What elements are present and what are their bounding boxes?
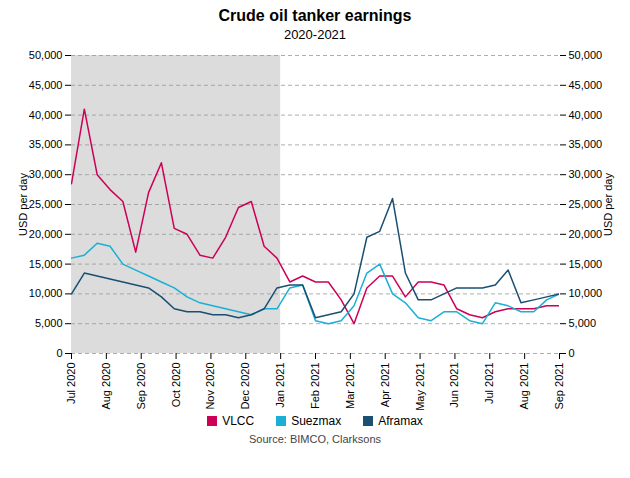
html-text:Suezmax: Suezmax [291, 414, 342, 428]
svg-text:45,000: 45,000 [29, 79, 63, 91]
svg-text:25,000: 25,000 [29, 198, 63, 210]
svg-text:Apr 2021: Apr 2021 [379, 363, 391, 408]
svg-text:30,000: 30,000 [569, 168, 603, 180]
svg-text:15,000: 15,000 [569, 258, 603, 270]
html-text:VLCC: VLCC [222, 414, 255, 428]
svg-text:USD per day: USD per day [17, 173, 29, 236]
svg-text:50,000: 50,000 [569, 49, 603, 61]
svg-text:Sep 2021: Sep 2021 [553, 363, 565, 410]
svg-text:Jul 2021: Jul 2021 [483, 363, 495, 405]
svg-text:Jan 2021: Jan 2021 [274, 363, 286, 408]
svg-text:35,000: 35,000 [569, 138, 603, 150]
svg-text:30,000: 30,000 [29, 168, 63, 180]
svg-text:Mar 2021: Mar 2021 [344, 363, 356, 409]
svg-text:10,000: 10,000 [29, 287, 63, 299]
svg-text:40,000: 40,000 [569, 109, 603, 121]
svg-text:50,000: 50,000 [29, 49, 63, 61]
svg-text:Dec 2020: Dec 2020 [239, 363, 251, 410]
svg-text:5,000: 5,000 [35, 317, 63, 329]
svg-text:0: 0 [56, 347, 62, 359]
html-text:Source: BIMCO, Clarksons: Source: BIMCO, Clarksons [249, 433, 381, 445]
svg-text:40,000: 40,000 [29, 109, 63, 121]
svg-text:Jun 2021: Jun 2021 [448, 363, 460, 408]
svg-text:Sep 2020: Sep 2020 [135, 363, 147, 410]
svg-text:Nov 2020: Nov 2020 [204, 363, 216, 410]
svg-text:Oct 2020: Oct 2020 [170, 363, 182, 408]
svg-text:35,000: 35,000 [29, 138, 63, 150]
html-text:Crude oil tanker earnings: Crude oil tanker earnings [218, 7, 412, 24]
svg-text:20,000: 20,000 [569, 228, 603, 240]
svg-text:15,000: 15,000 [29, 258, 63, 270]
svg-text:45,000: 45,000 [569, 79, 603, 91]
html-text:Aframax: Aframax [378, 414, 423, 428]
svg-text:May 2021: May 2021 [414, 363, 426, 411]
svg-text:Feb 2021: Feb 2021 [309, 363, 321, 409]
svg-text:0: 0 [569, 347, 575, 359]
svg-text:Aug 2021: Aug 2021 [518, 363, 530, 410]
svg-text:10,000: 10,000 [569, 287, 603, 299]
html-text:2020-2021: 2020-2021 [283, 27, 347, 42]
svg-text:5,000: 5,000 [569, 317, 597, 329]
svg-text:USD per day: USD per day [602, 173, 614, 236]
svg-text:Jul 2020: Jul 2020 [65, 363, 77, 405]
svg-text:Aug 2020: Aug 2020 [100, 363, 112, 410]
svg-text:25,000: 25,000 [569, 198, 603, 210]
svg-text:20,000: 20,000 [29, 228, 63, 240]
